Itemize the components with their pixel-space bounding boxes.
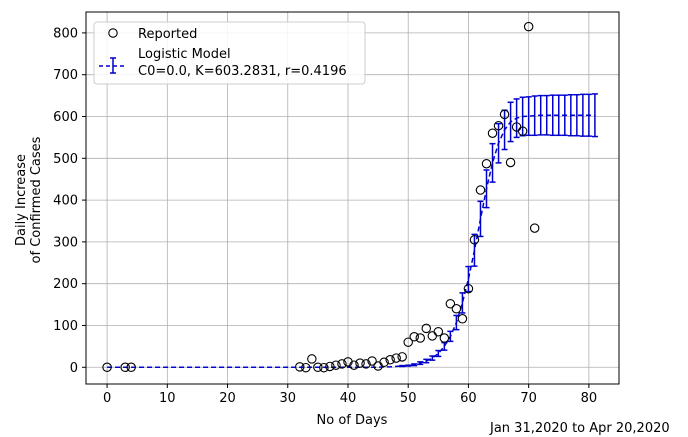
x-tick-label: 20 [219,391,236,406]
reported-point [319,362,329,373]
reported-point [469,235,480,245]
reported-point [457,314,468,324]
y-tick-label: 400 [53,194,78,209]
reported-point [487,128,498,138]
reported-point [355,358,365,368]
x-tick-label: 40 [340,391,357,406]
x-tick-label: 10 [159,391,176,406]
legend-model-params: C0=0.0, K=603.2831, r=0.4196 [138,64,347,79]
reported-series [102,21,540,373]
reported-point [529,223,540,233]
logistic-model-series [107,93,598,369]
y-tick-label: 600 [53,110,78,125]
reported-point [379,357,389,368]
reported-point [427,331,438,341]
reported-point [313,362,323,373]
legend-model-label: Logistic Model [138,47,231,62]
axis-ticks: 0 10 20 30 40 50 60 70 8001002003004005006007008… [53,26,597,406]
x-tick-label: 50 [400,391,417,406]
reported-point [403,337,413,347]
reported-point [397,352,407,362]
legend: Reported Logistic Model C0=0.0, K=603.28… [93,21,366,85]
reported-point [505,157,516,168]
x-axis-label: No of Days [317,413,388,428]
reported-point [391,353,401,363]
reported-point [361,359,371,369]
reported-point [307,354,317,364]
reported-point [523,21,534,32]
reported-point [451,304,462,314]
y-tick-label: 0 [70,361,78,376]
reported-point [331,360,341,370]
legend-reported-marker [108,28,118,38]
y-tick-label: 200 [53,277,78,292]
reported-point [325,361,335,372]
reported-point [102,362,112,373]
model-line [107,114,595,369]
reported-point [475,185,486,195]
legend-box [93,21,366,85]
y-tick-label: 100 [53,319,78,334]
reported-point [301,362,311,373]
reported-point [126,362,136,373]
reported-point [349,360,359,370]
x-tick-label: 30 [279,391,296,406]
x-tick-label: 60 [460,391,477,406]
reported-point [445,298,456,309]
reported-point [367,356,377,366]
x-tick-label: 80 [581,391,598,406]
reported-point [409,332,419,342]
reported-point [517,126,528,136]
reported-point [295,362,305,372]
reported-point [433,327,444,337]
reported-point [463,283,474,294]
y-tick-label: 800 [53,26,78,41]
x-tick-label: 0 [103,391,111,406]
x-tick-label: 70 [520,391,537,406]
date-range-footnote: Jan 31,2020 to Apr 20,2020 [489,421,670,436]
reported-point [493,120,504,131]
plot-frame [85,11,620,385]
reported-point [421,323,432,334]
y-tick-label: 500 [53,152,78,167]
reported-point [415,333,426,343]
y-axis-label-line1: Daily Increase [14,154,29,246]
y-tick-label: 300 [53,235,78,250]
y-axis-label-line2: of Confirmed Cases [29,136,44,263]
reported-point [120,362,130,373]
reported-point [481,158,492,169]
legend-reported-label: Reported [138,27,197,42]
reported-point [337,359,347,369]
reported-point [373,361,383,371]
reported-point [439,333,450,343]
reported-point [385,355,395,365]
reported-point [499,109,510,120]
y-tick-label: 700 [53,68,78,83]
